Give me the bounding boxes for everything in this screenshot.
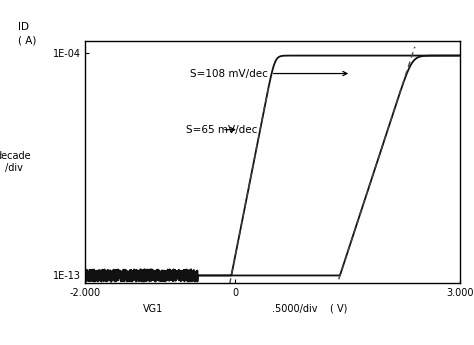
- Text: VG1: VG1: [143, 304, 163, 314]
- Text: S=65 mV/dec: S=65 mV/dec: [186, 125, 258, 135]
- Text: S=108 mV/dec: S=108 mV/dec: [190, 69, 347, 79]
- Text: ID
( A): ID ( A): [18, 22, 36, 45]
- Y-axis label: decade
/div: decade /div: [0, 151, 31, 173]
- Text: .5000/div    ( V): .5000/div ( V): [272, 304, 348, 314]
